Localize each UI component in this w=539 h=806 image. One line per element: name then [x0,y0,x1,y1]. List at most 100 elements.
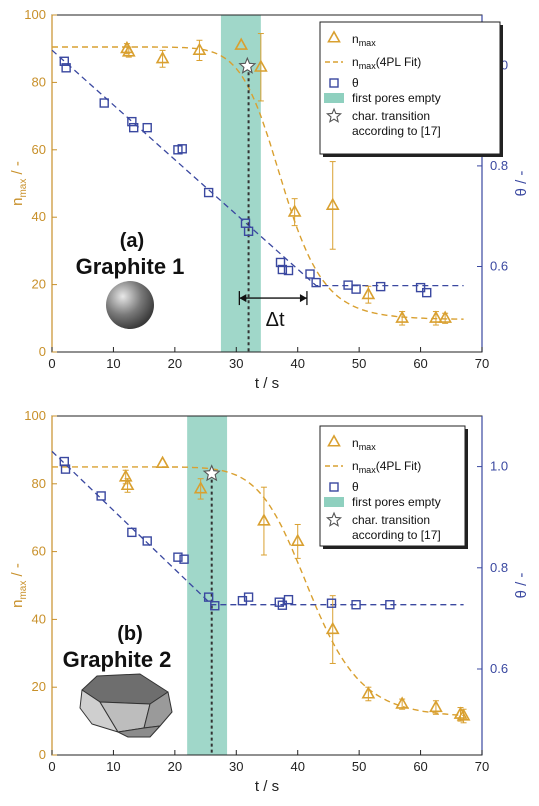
y2-tick-label: 0.6 [490,661,508,676]
x-tick-label: 60 [413,356,427,371]
nmax-fit-line [52,466,464,717]
theta-point [179,554,189,564]
legend-fit-label: nmax(4PL Fit) [352,55,421,71]
y-tick-label: 40 [32,611,46,626]
theta-point [243,226,254,236]
theta-point [210,601,220,611]
x-tick-label: 60 [413,759,427,774]
theta-point [351,600,361,610]
polyhedron-face [117,725,161,738]
theta-point [283,265,294,276]
panel-a-name: Graphite 1 [76,254,185,279]
theta-point [326,598,337,608]
nmax-point [429,310,443,323]
legend-theta-marker [329,78,339,88]
theta-point [96,491,106,501]
nmax-point [429,699,443,713]
legend-shadow [500,25,503,157]
theta-fit-line [51,49,464,287]
legend-nmax-marker [327,30,341,43]
x-axis-title: t / s [255,778,279,795]
y-tick-label: 60 [32,544,46,559]
legend-theta-label: θ [352,480,359,494]
theta-point [274,597,284,607]
x-tick-label: 0 [48,759,55,774]
nmax-point [120,477,135,491]
nmax-point [253,59,268,72]
theta-point [415,282,426,293]
x-tick-label: 10 [106,356,120,371]
x-tick-label: 70 [475,759,489,774]
legend-star-marker [325,107,343,123]
theta-point [277,264,288,275]
legend-star-label-2: according to [17] [352,124,441,138]
graphite-1-sphere-icon [106,281,154,329]
x-tick-label: 50 [352,356,366,371]
panel-b-name: Graphite 2 [63,647,172,672]
nmax-fit-line [52,46,464,320]
theta-point [351,284,361,294]
graphite-2-polyhedron-icon [79,673,173,738]
nmax-point [234,37,249,50]
y-tick-label: 40 [32,209,46,224]
legend-star-marker [325,511,343,527]
theta-point [142,536,152,546]
theta-point [277,600,288,610]
x-tick-label: 40 [290,759,304,774]
legend-theta-marker [329,482,339,492]
theta-point [385,600,395,610]
nmax-point [192,42,207,55]
x-tick-label: 20 [168,759,182,774]
chart-panel-b: 0 10 20 30 40 50 60 70 0 20 40 60 80 100 0.6 0.8 1.0 t / … [9,408,530,795]
delta-t-label: Δt [266,309,285,331]
y-tick-label: 0 [39,344,46,359]
legend-theta-label: θ [352,76,359,90]
legend-fit-label: nmax(4PL Fit) [352,459,421,475]
theta-point [128,122,139,133]
theta-point [203,592,214,602]
x-tick-label: 30 [229,356,243,371]
theta-point [99,98,109,108]
legend-shadow [465,429,468,549]
legend-band-label: first pores empty [352,495,441,509]
transition-star [238,56,257,74]
x-tick-label: 50 [352,759,366,774]
nmax-point [325,197,340,210]
polyhedron-face [143,691,173,729]
y-tick-label: 0 [39,747,46,762]
legend-band-marker [324,93,344,103]
theta-point [61,63,71,73]
nmax-point [155,455,170,469]
theta-point [127,527,137,538]
y-tick-label: 100 [24,408,46,423]
theta-point [173,552,183,562]
theta-point [203,187,214,198]
y2-tick-label: 0.8 [490,158,508,173]
x-tick-label: 0 [48,356,55,371]
nmax-point [193,481,208,494]
y-tick-label: 100 [24,7,46,22]
y-tick-label: 60 [32,142,46,157]
left-axis-title: nmax / - [9,563,29,608]
right-axis-title: θ / - [513,171,530,197]
theta-point [422,287,432,298]
nmax-point [438,310,453,323]
delta-t-arrowhead [239,294,247,303]
left-axis-title: nmax / - [9,161,29,206]
polyhedron-face [79,689,119,733]
theta-point [60,464,71,474]
nmax-point [287,204,302,217]
legend-band-marker [324,497,344,507]
nmax-point [155,51,170,64]
legend-star-label-1: char. transition [352,513,430,527]
legend-nmax-marker [327,434,341,447]
theta-point [59,456,69,467]
y-tick-label: 20 [32,277,46,292]
x-tick-label: 40 [290,356,304,371]
legend-star-label-2: according to [17] [352,528,441,542]
theta-point [283,594,294,605]
nmax-point [456,708,471,721]
